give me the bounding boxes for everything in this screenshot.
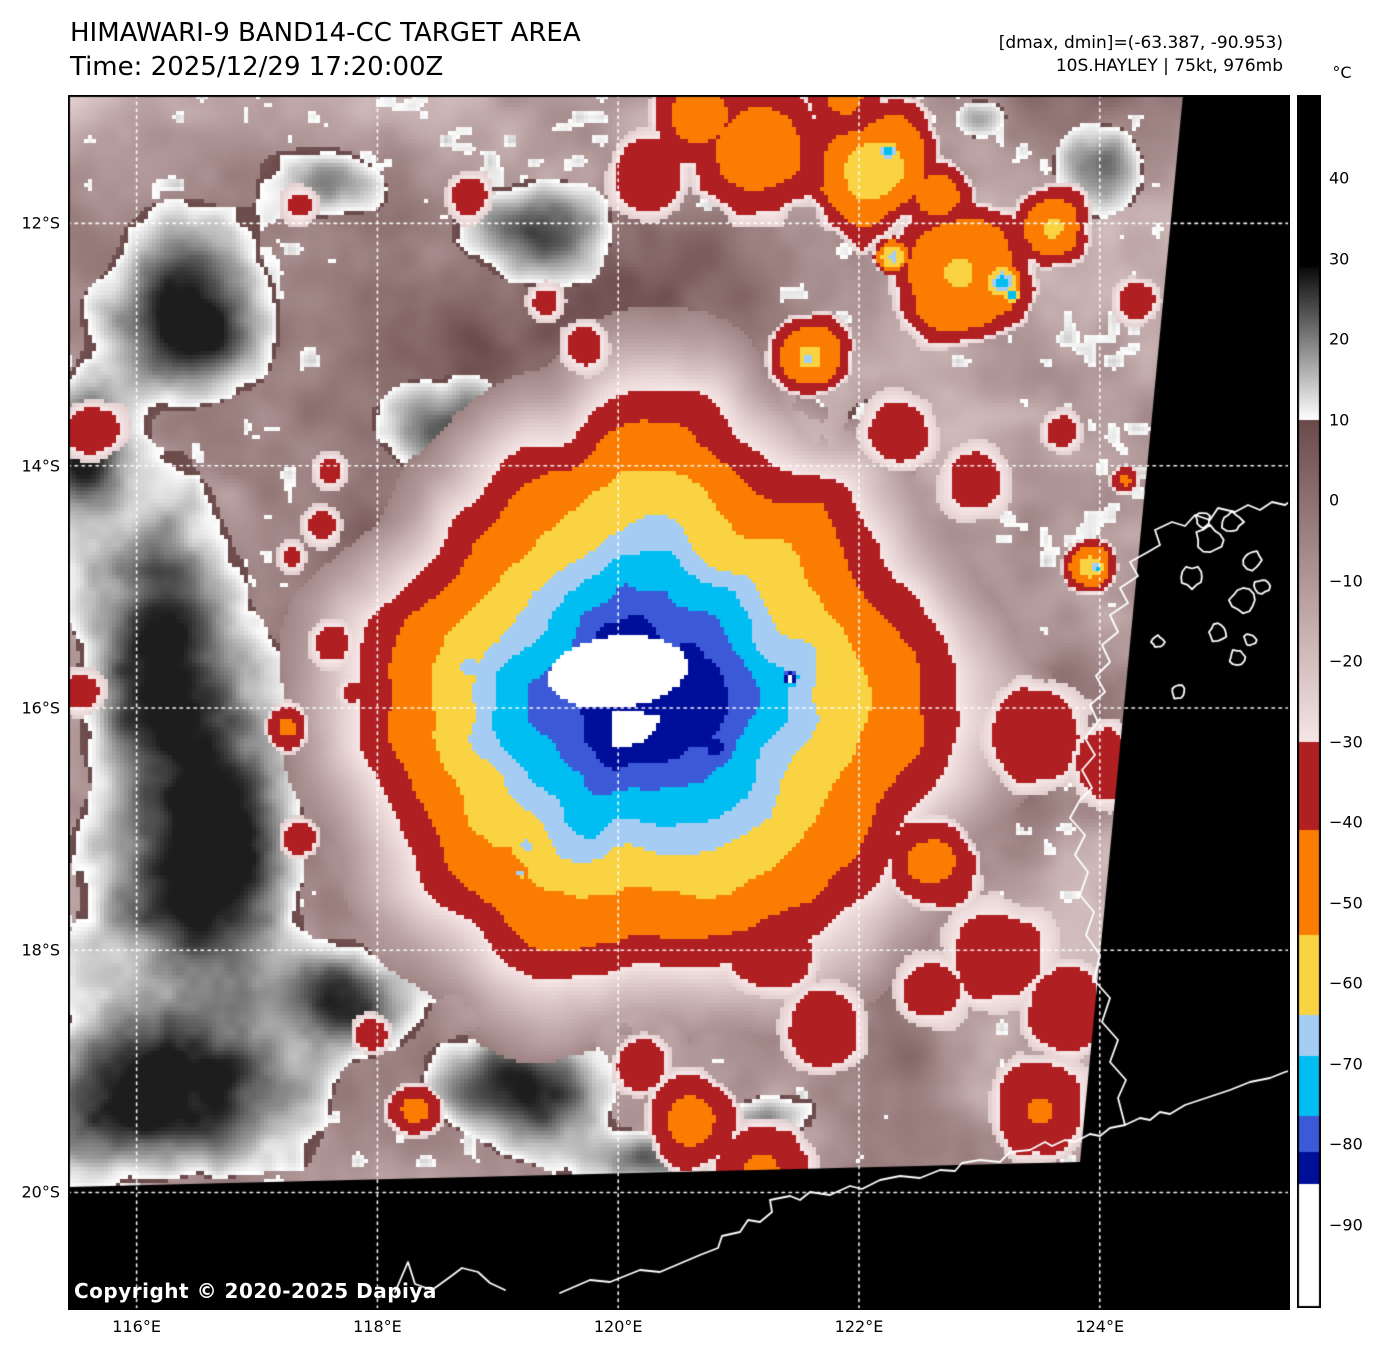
colorbar-tick-label: −10	[1329, 571, 1363, 591]
timestamp-label: Time: 2025/12/29 17:20:00Z	[70, 52, 444, 82]
colorbar	[1297, 95, 1321, 1308]
colorbar-tick-label: −20	[1329, 651, 1363, 671]
colorbar-tick-label: 10	[1329, 410, 1350, 430]
colorbar-tick-label: −50	[1329, 893, 1363, 913]
dmax-dmin-label: [dmax, dmin]=(-63.387, -90.953)	[998, 33, 1283, 53]
storm-info-label: 10S.HAYLEY | 75kt, 976mb	[1055, 56, 1283, 76]
lon-tick-label: 122°E	[834, 1317, 884, 1336]
colorbar-tick-label: 0	[1329, 490, 1340, 510]
colorbar-tick-label: 20	[1329, 329, 1350, 349]
lon-tick-label: 116°E	[112, 1317, 161, 1336]
colorbar-tick-label: 40	[1329, 168, 1350, 188]
satellite-map: Copyright © 2020-2025 Dapiya	[68, 95, 1290, 1310]
lat-tick-label: 16°S	[21, 698, 60, 718]
colorbar-tick-label: −90	[1329, 1215, 1363, 1235]
colorbar-tick-label: −70	[1329, 1054, 1363, 1074]
colorbar-unit-label: °C	[1332, 63, 1352, 82]
page-title: HIMAWARI-9 BAND14-CC TARGET AREA	[70, 18, 581, 48]
colorbar-tick-label: 30	[1329, 249, 1350, 268]
lat-tick-label: 14°S	[21, 456, 60, 476]
satellite-image-canvas	[68, 95, 1290, 1310]
colorbar-tick-label: −60	[1329, 973, 1363, 993]
colorbar-tick-label: −80	[1329, 1134, 1363, 1154]
lat-tick-label: 12°S	[21, 213, 60, 233]
lon-tick-label: 120°E	[593, 1317, 643, 1336]
lon-tick-label: 124°E	[1075, 1317, 1125, 1336]
colorbar-canvas	[1297, 95, 1321, 1308]
colorbar-tick-label: −30	[1329, 732, 1363, 752]
lon-tick-label: 118°E	[353, 1317, 402, 1336]
lat-tick-label: 18°S	[21, 940, 60, 960]
copyright-label: Copyright © 2020-2025 Dapiya	[74, 1279, 437, 1303]
colorbar-tick-label: −40	[1329, 812, 1363, 832]
lat-tick-label: 20°S	[21, 1182, 60, 1202]
